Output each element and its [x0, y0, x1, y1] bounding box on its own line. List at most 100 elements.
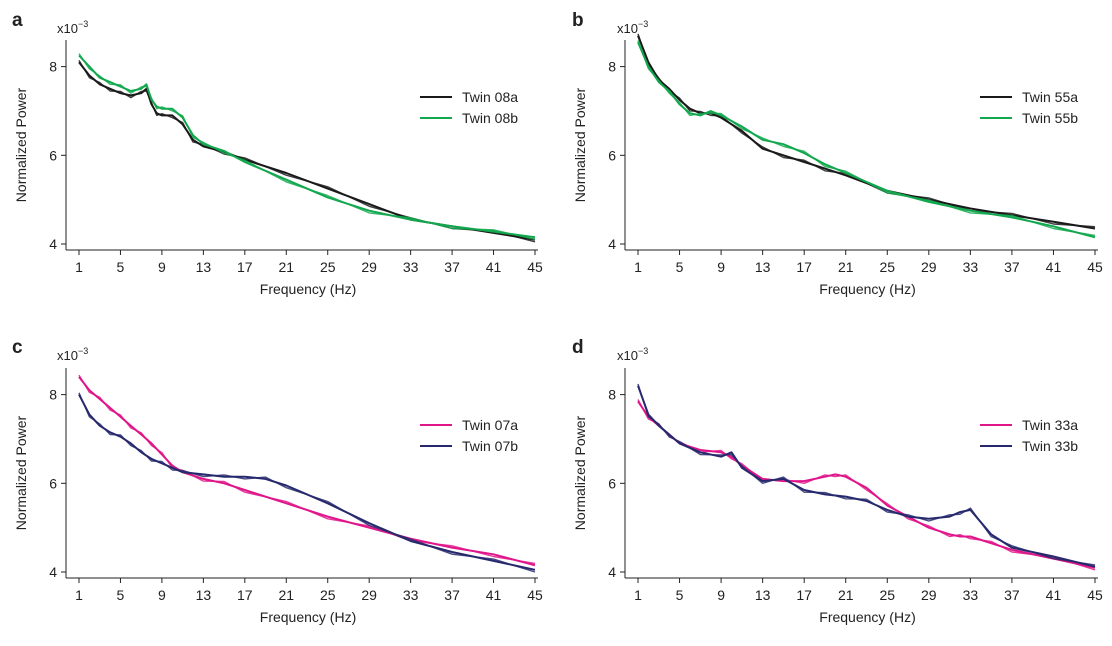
series-line-2 — [637, 41, 1096, 239]
x-tick-label: 9 — [158, 587, 166, 603]
y-tick-label: 6 — [49, 147, 57, 163]
x-tick-label: 33 — [963, 587, 979, 603]
y-exponent-label: x10−3 — [57, 19, 88, 36]
y-tick-label: 6 — [49, 475, 57, 491]
series-line-1-trace — [637, 33, 1096, 228]
x-tick-label: 41 — [1046, 259, 1062, 275]
x-tick-label: 9 — [717, 259, 725, 275]
x-tick-label: 33 — [403, 259, 419, 275]
x-tick-label: 9 — [158, 259, 166, 275]
chart-panel-d: d x10−3 4 6 8 1 5 9 13 17 21 25 29 33 37 41 45 Frequency … — [572, 337, 1103, 625]
panel-letter: a — [12, 10, 23, 31]
x-tick-label: 17 — [237, 259, 253, 275]
y-exponent-label: x10−3 — [617, 346, 648, 363]
x-tick-label: 37 — [444, 587, 460, 603]
x-tick-label: 33 — [403, 587, 419, 603]
y-axis-title: Normalized Power — [572, 415, 588, 530]
x-axis-title: Frequency (Hz) — [819, 609, 915, 625]
y-tick-label: 8 — [49, 59, 57, 75]
chart-panel-c: c x10−3 4 6 8 1 5 9 13 17 21 25 29 33 37 41 45 Frequency … — [12, 337, 543, 625]
x-tick-label: 21 — [838, 587, 854, 603]
series-line-1 — [78, 376, 536, 567]
x-tick-label: 21 — [278, 259, 294, 275]
y-tick-label: 4 — [49, 236, 57, 252]
x-tick-label: 5 — [117, 259, 125, 275]
x-tick-label: 37 — [444, 259, 460, 275]
x-tick-label: 25 — [879, 259, 895, 275]
series-line-2 — [637, 385, 1096, 568]
y-axis-title: Normalized Power — [13, 415, 29, 530]
legend-label-1: Twin 33a — [1022, 417, 1078, 433]
series-line-2 — [78, 54, 536, 239]
x-tick-label: 41 — [1046, 587, 1062, 603]
x-tick-label: 13 — [755, 587, 771, 603]
x-tick-label: 25 — [320, 259, 336, 275]
x-tick-label: 45 — [527, 259, 543, 275]
legend-label-2: Twin 08b — [462, 110, 518, 126]
x-tick-label: 41 — [486, 259, 502, 275]
y-exponent-sup: −3 — [638, 19, 648, 29]
x-tick-label: 13 — [196, 587, 212, 603]
series-line-2-trace — [78, 53, 536, 241]
series-line-1-trace — [78, 374, 536, 565]
x-axis-title: Frequency (Hz) — [819, 281, 915, 297]
x-tick-label: 13 — [755, 259, 771, 275]
x-tick-label: 17 — [796, 587, 812, 603]
x-axis-title: Frequency (Hz) — [260, 281, 356, 297]
y-exponent-sup: −3 — [78, 346, 88, 356]
y-tick-label: 8 — [608, 387, 616, 403]
series-line-1-trace — [78, 60, 536, 243]
y-tick-label: 6 — [608, 147, 616, 163]
panel-letter: c — [12, 337, 23, 358]
y-exponent-label: x10−3 — [57, 346, 88, 363]
y-tick-label: 8 — [49, 387, 57, 403]
x-tick-label: 33 — [963, 259, 979, 275]
legend-label-1: Twin 08a — [462, 89, 518, 105]
series-line-2-trace — [637, 40, 1096, 237]
x-tick-label: 41 — [486, 587, 502, 603]
series-line-2-trace — [637, 383, 1096, 566]
legend-label-2: Twin 33b — [1022, 438, 1078, 454]
chart-panel-a: a x10−3 4 6 8 1 5 9 13 17 21 25 29 33 37 41 45 Frequency … — [12, 10, 543, 297]
x-tick-label: 45 — [527, 587, 543, 603]
series-line-2-trace — [78, 392, 536, 573]
x-tick-label: 1 — [634, 259, 642, 275]
x-tick-label: 45 — [1087, 587, 1103, 603]
series-line-1 — [637, 35, 1096, 230]
legend-label-1: Twin 07a — [462, 417, 518, 433]
x-tick-label: 29 — [921, 587, 937, 603]
x-tick-label: 29 — [361, 587, 377, 603]
x-tick-label: 21 — [278, 587, 294, 603]
x-tick-label: 1 — [75, 587, 83, 603]
x-tick-label: 45 — [1087, 259, 1103, 275]
x-tick-label: 25 — [320, 587, 336, 603]
chart-panel-b: b x10−3 4 6 8 1 5 9 13 17 21 25 29 33 37 41 45 Frequency … — [572, 10, 1103, 297]
y-exponent-label: x10−3 — [617, 19, 648, 36]
x-tick-label: 5 — [676, 259, 684, 275]
x-tick-label: 9 — [717, 587, 725, 603]
x-tick-label: 29 — [921, 259, 937, 275]
x-tick-label: 29 — [361, 259, 377, 275]
x-tick-label: 37 — [1004, 259, 1020, 275]
x-tick-label: 17 — [237, 587, 253, 603]
panel-letter: d — [572, 337, 584, 358]
x-tick-label: 17 — [796, 259, 812, 275]
y-exponent-sup: −3 — [78, 19, 88, 29]
y-tick-label: 4 — [608, 564, 616, 580]
legend-label-2: Twin 07b — [462, 438, 518, 454]
y-axis-title: Normalized Power — [572, 87, 588, 202]
y-tick-label: 8 — [608, 59, 616, 75]
x-tick-label: 1 — [634, 587, 642, 603]
x-tick-label: 13 — [196, 259, 212, 275]
panel-letter: b — [572, 10, 584, 31]
x-tick-label: 25 — [879, 587, 895, 603]
y-tick-label: 4 — [49, 564, 57, 580]
y-tick-label: 6 — [608, 475, 616, 491]
y-exponent-sup: −3 — [638, 346, 648, 356]
legend-label-2: Twin 55b — [1022, 110, 1078, 126]
x-tick-label: 21 — [838, 259, 854, 275]
x-axis-title: Frequency (Hz) — [260, 609, 356, 625]
x-tick-label: 1 — [75, 259, 83, 275]
y-tick-label: 4 — [608, 236, 616, 252]
